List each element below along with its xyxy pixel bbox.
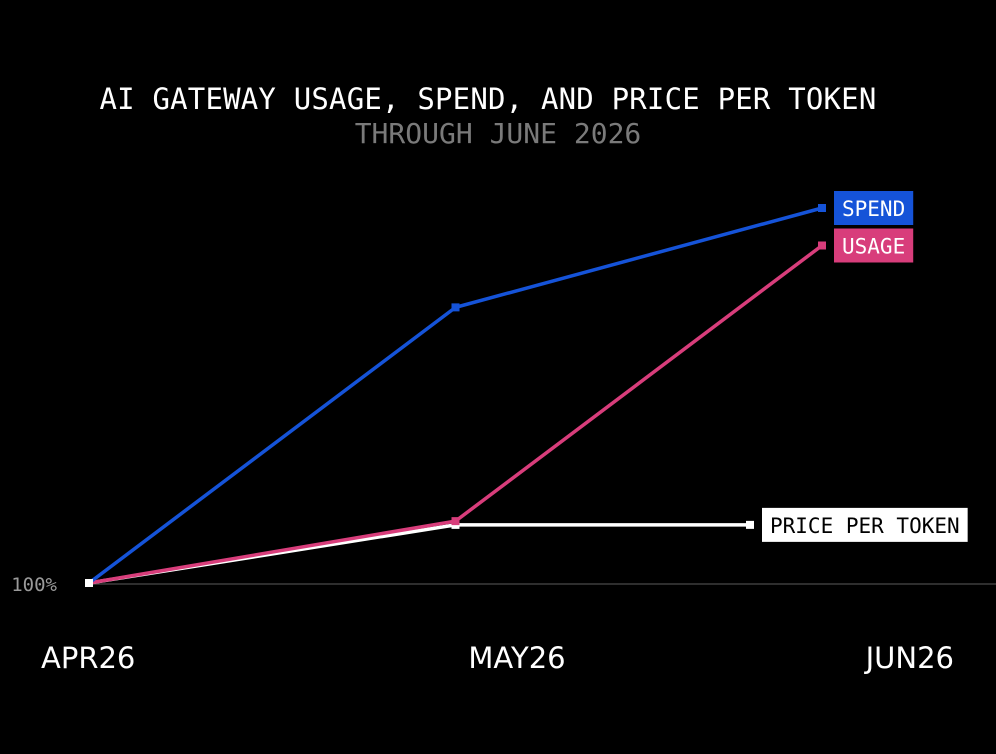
data-point-price-per-token	[746, 520, 754, 529]
x-tick-label: MAY26	[468, 641, 565, 675]
chart-title: AI GATEWAY USAGE, SPEND, AND PRICE PER T…	[99, 82, 876, 116]
x-tick-label: JUN26	[864, 641, 954, 675]
y-axis-ticks: 100%	[11, 574, 57, 596]
series-label-usage: USAGE	[834, 228, 914, 263]
series-label-spend: SPEND	[834, 191, 914, 225]
data-point-usage	[451, 517, 460, 526]
chart-subtitle: THROUGH JUNE 2026	[355, 117, 642, 150]
series-label-text-usage: USAGE	[842, 235, 905, 259]
data-point-spend	[818, 204, 826, 212]
series-label-background-usage	[834, 228, 914, 263]
x-tick-label: APR26	[41, 641, 135, 675]
series-line-usage	[87, 243, 824, 585]
series-label-text-price-per-token: PRICE PER TOKEN	[770, 514, 960, 538]
series-labels: PRICE PER TOKEN USAGE SPEND	[762, 191, 968, 542]
series-line-price-per-token	[87, 523, 752, 585]
series-points	[85, 204, 826, 587]
series-label-price-per-token: PRICE PER TOKEN	[762, 507, 968, 542]
series-label-background-spend	[834, 191, 914, 225]
x-axis-ticks: APR26 MAY26 JUN26	[41, 641, 954, 675]
series-label-background-price-per-token	[762, 507, 968, 542]
data-point-spend	[451, 303, 460, 312]
y-tick-label: 100%	[11, 574, 57, 596]
data-point-usage	[818, 241, 826, 250]
series-label-text-spend: SPEND	[842, 197, 905, 221]
data-point-spend	[85, 579, 93, 587]
